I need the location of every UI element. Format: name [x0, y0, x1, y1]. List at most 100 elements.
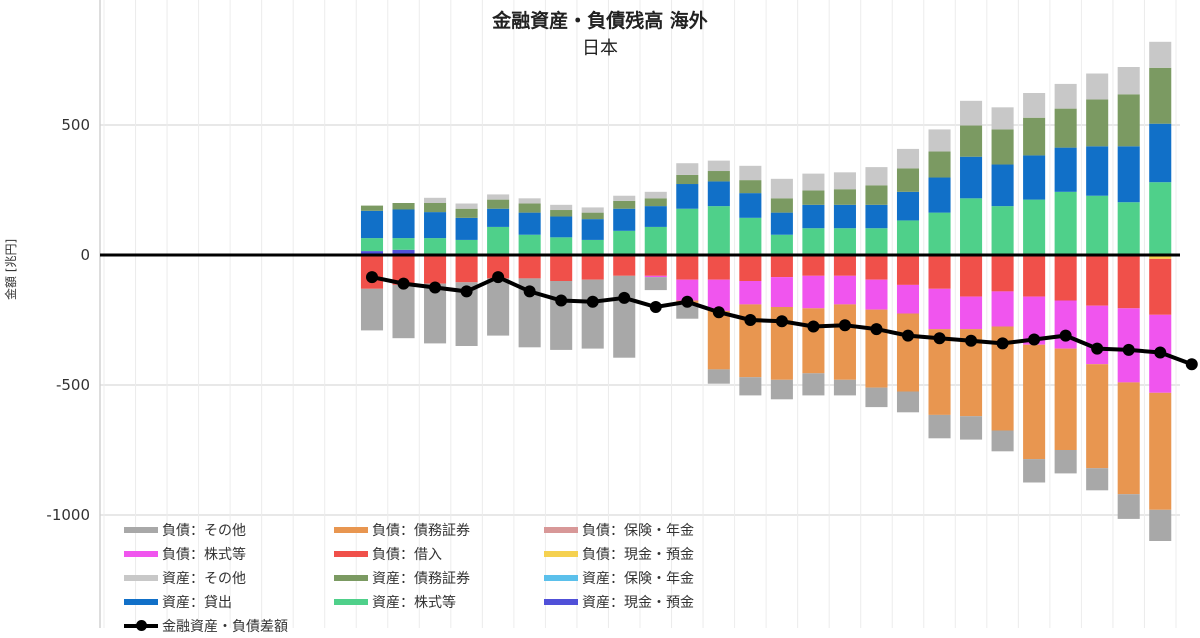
legend-item: 資産：その他 [124, 566, 246, 590]
net-line-point [1028, 333, 1041, 346]
bar-segment [487, 278, 510, 336]
chart-title: 金融資産・負債残高 海外 [492, 10, 708, 32]
net-line-point [1059, 329, 1072, 342]
bar-segment [1149, 123, 1172, 183]
bar-segment [613, 195, 636, 201]
bar-segment [1086, 195, 1109, 255]
bar-segment [802, 308, 825, 374]
bar-segment [770, 212, 793, 235]
bar-segment [833, 204, 856, 229]
bar-segment [455, 208, 478, 218]
bar-segment [770, 255, 793, 278]
bar-segment [550, 210, 573, 217]
net-line-point [492, 271, 505, 284]
bar-segment [1023, 344, 1046, 460]
bar-segment [424, 212, 447, 239]
legend-item: 資産：現金・預金 [544, 590, 694, 614]
net-line-point [775, 315, 788, 328]
legend-label: 資産：株式等 [372, 595, 456, 611]
net-line-point [870, 323, 883, 336]
legend-swatch [334, 551, 368, 557]
bar-segment [833, 228, 856, 255]
bar-segment [707, 160, 730, 172]
bar-segment [550, 255, 573, 281]
bar-segment [896, 255, 920, 285]
legend-swatch [124, 527, 158, 533]
bar-segment [865, 185, 888, 205]
bar-segment [707, 171, 730, 182]
bar-segment [1023, 255, 1046, 297]
bar-segment [1149, 182, 1172, 254]
net-line-point [555, 294, 568, 307]
bar-segment [707, 255, 730, 280]
bar-segment [518, 212, 541, 235]
bar-segment [865, 279, 888, 310]
bar-segment [487, 199, 510, 209]
legend-item: 負債：株式等 [124, 542, 246, 566]
bar-segment [739, 377, 762, 396]
bar-segment [1023, 93, 1046, 118]
bar-segment [644, 191, 667, 199]
bar-segment [1086, 73, 1109, 100]
bar-segment [865, 204, 888, 229]
bar-segment [613, 230, 636, 255]
bar-segment [1117, 67, 1140, 95]
bar-segment [865, 309, 888, 388]
bar-segment [392, 255, 415, 285]
bar-segment [896, 220, 920, 255]
bar-segment [1149, 509, 1172, 541]
legend-item: 負債：保険・年金 [544, 518, 694, 542]
bar-segment [1023, 296, 1046, 345]
bar-segment [865, 255, 888, 280]
bar-segment [1023, 117, 1046, 156]
bar-segment [1149, 392, 1172, 510]
bar-segment [644, 255, 667, 276]
bar-segment [455, 239, 478, 255]
bar-segment [739, 217, 762, 255]
legend-item: 負債：その他 [124, 518, 246, 542]
bar-segment [928, 177, 951, 213]
bar-segment [360, 210, 384, 239]
bar-segment [392, 203, 415, 210]
bar-segment [518, 198, 541, 204]
bar-segment [644, 275, 667, 278]
net-line-point [996, 337, 1009, 350]
bar-segment [1149, 255, 1172, 259]
bar-segment [1054, 147, 1077, 192]
bar-segment [739, 304, 762, 378]
bar-segment [1054, 83, 1077, 109]
bar-segment [739, 180, 762, 194]
legend: 負債：その他 負債：債務証券 負債：保険・年金 負債：株式等 負債：借入 負債：現金・預金… [124, 518, 764, 635]
bar-segment [707, 181, 730, 207]
y-tick-label: -1000 [46, 506, 90, 524]
bar-segment [424, 197, 447, 203]
bar-segment [739, 255, 762, 281]
bar-segment [928, 329, 951, 415]
bar-segment [833, 304, 856, 380]
bar-segment [770, 307, 793, 380]
legend-swatch [544, 527, 578, 533]
bar-segment [928, 255, 951, 289]
bar-segment [960, 125, 983, 157]
legend-label: 資産：その他 [162, 571, 246, 587]
bar-segment [991, 107, 1014, 130]
bar-segment [518, 278, 541, 348]
bar-segment [581, 207, 604, 213]
bar-segment [770, 234, 793, 255]
bar-segment [424, 203, 447, 213]
bar-segment [1149, 41, 1172, 68]
bar-segment [991, 255, 1014, 292]
bar-segment [802, 173, 825, 191]
legend-item: 資産：貸出 [124, 590, 232, 614]
bar-segment [991, 164, 1014, 207]
bar-segment [1086, 99, 1109, 147]
legend-label: 資産：貸出 [162, 595, 232, 611]
bar-segment [960, 156, 983, 199]
net-line-point [649, 301, 662, 313]
legend-label: 負債：借入 [372, 547, 442, 563]
bar-segment [613, 275, 636, 358]
net-line-point [933, 332, 946, 345]
bar-segment [392, 249, 415, 255]
legend-item: 負債：現金・預金 [544, 542, 694, 566]
